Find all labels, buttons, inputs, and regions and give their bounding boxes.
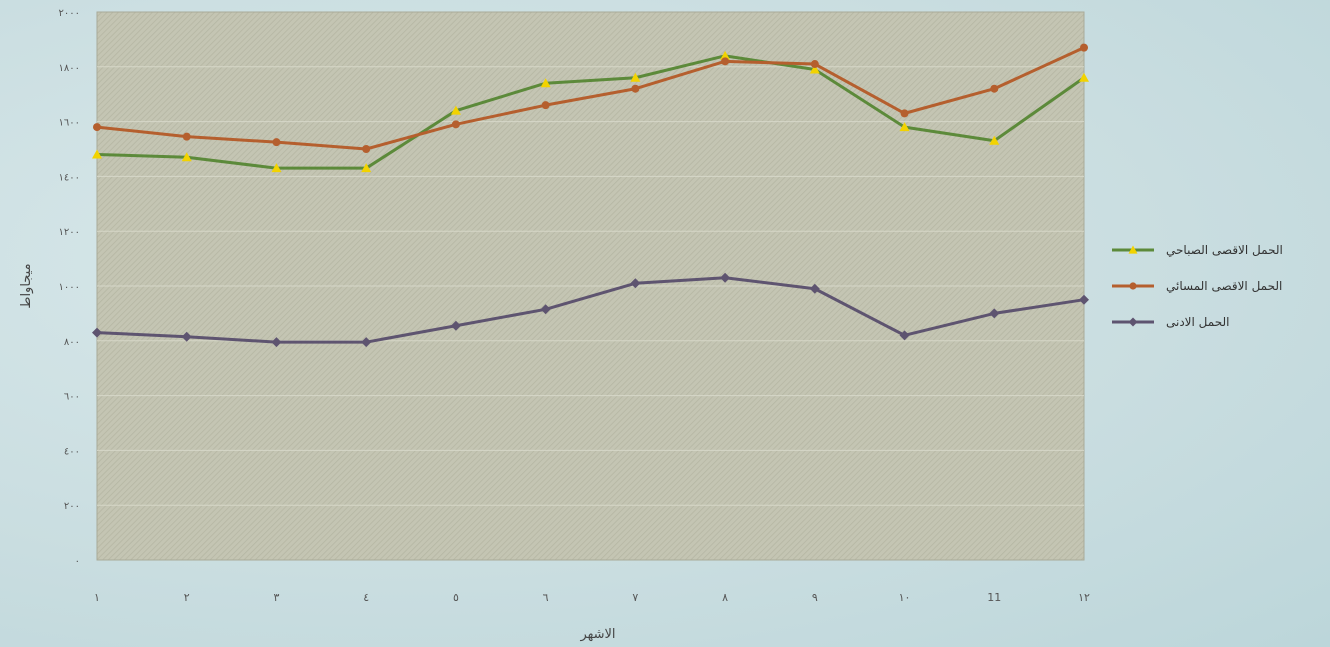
data-point xyxy=(1129,282,1137,290)
y-tick-label: ١٨٠٠ xyxy=(59,63,80,74)
data-point xyxy=(181,331,192,342)
x-tick-label: ٥ xyxy=(453,591,459,604)
series-line xyxy=(96,54,1085,170)
data-point xyxy=(630,278,641,289)
data-point xyxy=(721,57,730,66)
data-point xyxy=(1128,317,1138,327)
x-axis-label: الاشهر xyxy=(579,627,615,642)
data-point xyxy=(362,145,371,153)
data-point xyxy=(809,64,820,74)
y-tick-label: ٢٠٠٠ xyxy=(59,8,80,19)
series xyxy=(93,43,1088,153)
data-point xyxy=(1079,294,1089,305)
legend-label: الحمل الاقصى الصباحي xyxy=(1166,243,1283,257)
data-point xyxy=(989,308,1000,319)
data-point xyxy=(540,78,551,88)
data-point xyxy=(631,84,640,93)
data-point xyxy=(361,163,372,173)
data-point xyxy=(899,122,910,132)
data-point xyxy=(271,163,282,173)
x-tick-label: ١٠ xyxy=(899,591,911,604)
data-point xyxy=(92,149,102,159)
data-point xyxy=(451,120,460,129)
x-tick-label: ٨ xyxy=(722,591,728,604)
x-tick-label: ١ xyxy=(94,591,100,604)
data-point xyxy=(810,60,819,69)
data-point xyxy=(182,132,191,141)
legend-label: الحمل الادنى xyxy=(1166,315,1230,329)
data-point xyxy=(720,50,731,60)
x-axis-ticks: ١ ٢ ٣ ٤ ٥ ٦ ٧ ٨ ٩ ١٠ 11 ١٢ xyxy=(94,591,1090,604)
y-tick-label: ١٠٠٠ xyxy=(59,282,80,293)
legend-item: الحمل الادنى xyxy=(1110,304,1310,340)
data-point xyxy=(361,337,372,348)
x-tick-label: ١٢ xyxy=(1078,591,1090,604)
y-axis-ticks: ٠ ٢٠٠ ٤٠٠ ٦٠٠ ٨٠٠ ١٠٠٠ ١٢٠٠ ١٤٠٠ ١٦٠٠ ١٨٠٠ ٢٠٠٠ xyxy=(59,8,80,567)
data-point xyxy=(450,320,461,331)
x-tick-label: ٢ xyxy=(184,591,190,604)
y-tick-label: ٠ xyxy=(75,556,80,567)
data-point xyxy=(181,152,192,162)
x-tick-label: 11 xyxy=(987,591,1001,604)
data-point xyxy=(1080,43,1088,52)
x-tick-label: ٩ xyxy=(812,591,818,604)
series-line xyxy=(96,46,1085,151)
legend: الحمل الاقصى الصباحي الحمل الاقصى المسائي… xyxy=(1110,232,1310,340)
data-point xyxy=(1079,72,1089,82)
legend-swatch xyxy=(1112,245,1154,254)
legend-swatch xyxy=(1112,282,1154,290)
data-point xyxy=(92,327,102,338)
data-point xyxy=(540,304,551,315)
y-tick-label: ٢٠٠ xyxy=(64,501,80,512)
legend-item: الحمل الاقصى المسائي xyxy=(1110,268,1310,304)
data-point xyxy=(990,84,999,93)
data-point xyxy=(93,123,101,132)
data-point xyxy=(450,105,461,115)
series xyxy=(92,50,1089,173)
series-line xyxy=(96,276,1085,344)
grid-lines xyxy=(97,66,1084,506)
data-point xyxy=(630,72,641,82)
legend-swatch xyxy=(1112,317,1154,327)
data-point xyxy=(899,330,910,341)
data-point xyxy=(989,135,1000,145)
x-tick-label: ٧ xyxy=(632,591,638,604)
data-point xyxy=(1128,245,1138,254)
y-tick-label: ٤٠٠ xyxy=(64,446,80,457)
series-group xyxy=(92,43,1089,348)
y-tick-label: ١٢٠٠ xyxy=(59,227,80,238)
y-tick-label: ٦٠٠ xyxy=(64,392,80,403)
x-tick-label: ٣ xyxy=(273,591,279,604)
data-point xyxy=(720,272,731,283)
data-point xyxy=(271,337,282,348)
y-tick-label: ١٤٠٠ xyxy=(59,172,80,183)
data-point xyxy=(541,101,550,110)
y-axis-label: ميجاواط xyxy=(19,263,34,308)
x-tick-label: ٤ xyxy=(363,591,369,604)
legend-label: الحمل الاقصى المسائي xyxy=(1166,279,1283,293)
x-tick-label: ٦ xyxy=(543,591,549,604)
y-tick-label: ١٦٠٠ xyxy=(59,118,80,129)
data-point xyxy=(272,138,281,147)
y-tick-label: ٨٠٠ xyxy=(64,337,80,348)
data-point xyxy=(809,283,820,294)
series xyxy=(92,272,1089,348)
data-point xyxy=(900,109,909,118)
legend-item: الحمل الاقصى الصباحي xyxy=(1110,232,1310,268)
